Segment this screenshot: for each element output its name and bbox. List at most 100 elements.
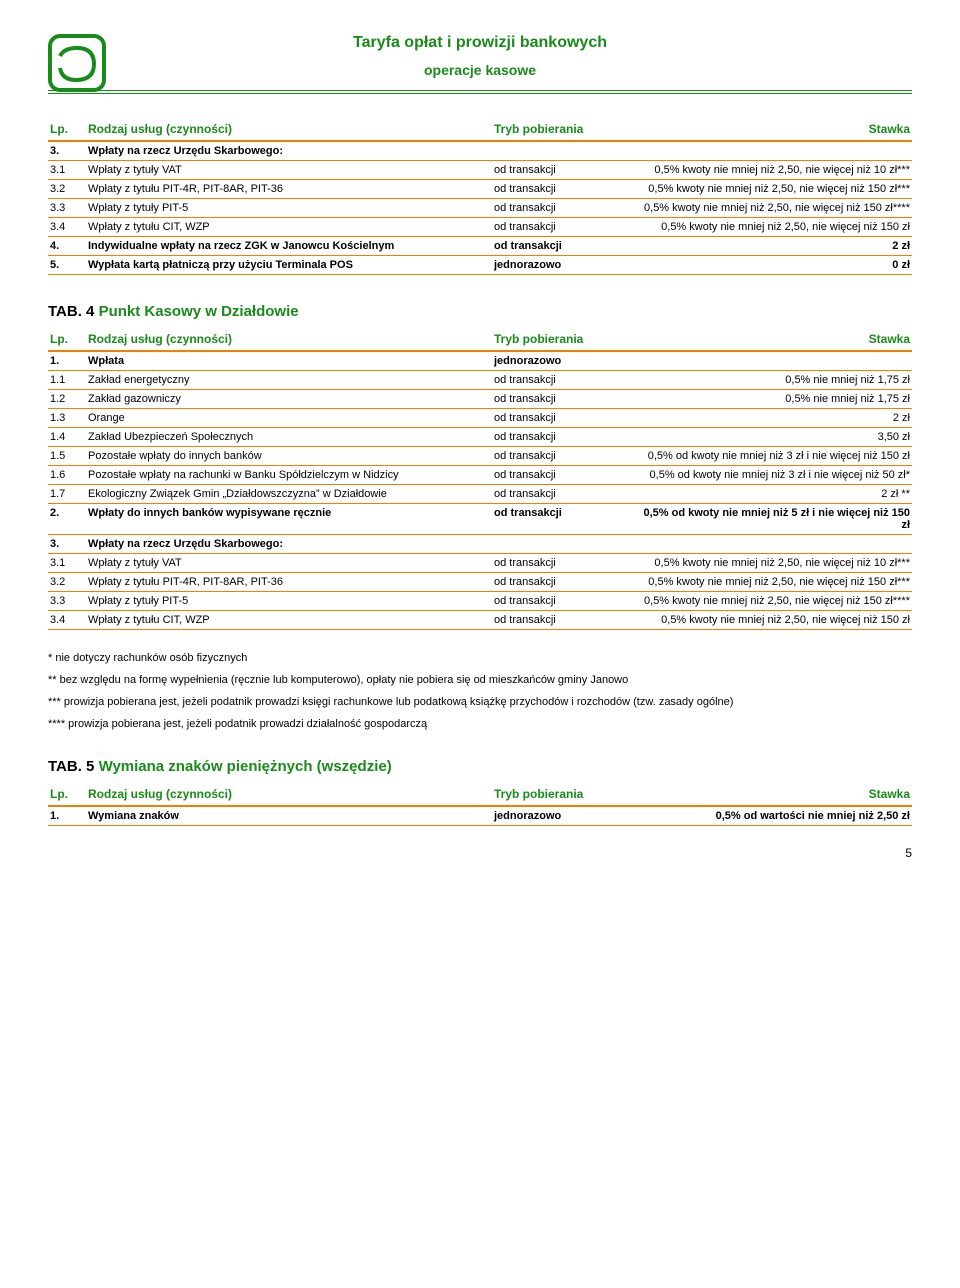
cell-tryb: od transakcji xyxy=(492,390,632,409)
cell-rodzaj: Wpłata xyxy=(86,351,492,371)
cell-lp: 1.3 xyxy=(48,409,86,428)
cell-lp: 2. xyxy=(48,504,86,535)
table-row: 3.4Wpłaty z tytułu CIT, WZPod transakcji… xyxy=(48,611,912,630)
cell-lp: 3.1 xyxy=(48,161,86,180)
cell-tryb: od transakcji xyxy=(492,485,632,504)
table-row: 1.4Zakład Ubezpieczeń Społecznychod tran… xyxy=(48,428,912,447)
table-row: 3.2Wpłaty z tytułu PIT-4R, PIT-8AR, PIT-… xyxy=(48,180,912,199)
cell-lp: 3.1 xyxy=(48,554,86,573)
cell-lp: 3.2 xyxy=(48,573,86,592)
cell-lp: 4. xyxy=(48,237,86,256)
cell-rodzaj: Wymiana znaków xyxy=(86,806,492,826)
cell-lp: 1.1 xyxy=(48,371,86,390)
fees-table-2: Lp. Rodzaj usług (czynności) Tryb pobier… xyxy=(48,328,912,630)
section-prefix: TAB. 5 xyxy=(48,758,99,775)
cell-rodzaj: Wpłaty na rzecz Urzędu Skarbowego: xyxy=(86,535,492,554)
cell-tryb: od transakcji xyxy=(492,199,632,218)
cell-stawka: 2 zł ** xyxy=(632,485,912,504)
cell-stawka: 2 zł xyxy=(632,409,912,428)
cell-rodzaj: Zakład gazowniczy xyxy=(86,390,492,409)
cell-tryb: jednorazowo xyxy=(492,806,632,826)
cell-rodzaj: Pozostałe wpłaty na rachunki w Banku Spó… xyxy=(86,466,492,485)
cell-stawka xyxy=(632,141,912,161)
cell-rodzaj: Wypłata kartą płatniczą przy użyciu Term… xyxy=(86,256,492,275)
cell-rodzaj: Wpłaty z tytuły VAT xyxy=(86,161,492,180)
cell-stawka: 0,5% kwoty nie mniej niż 2,50, nie więce… xyxy=(632,592,912,611)
cell-stawka: 0,5% kwoty nie mniej niż 2,50, nie więce… xyxy=(632,611,912,630)
cell-tryb: od transakcji xyxy=(492,573,632,592)
col-stawka: Stawka xyxy=(632,118,912,141)
document-subtitle: operacje kasowe xyxy=(48,62,912,78)
cell-tryb: od transakcji xyxy=(492,218,632,237)
cell-tryb xyxy=(492,141,632,161)
col-stawka: Stawka xyxy=(632,328,912,351)
cell-tryb: od transakcji xyxy=(492,611,632,630)
section-heading-tab4: TAB. 4 Punkt Kasowy w Działdowie xyxy=(48,303,912,320)
cell-rodzaj: Ekologiczny Związek Gmin „Działdowszczyz… xyxy=(86,485,492,504)
cell-stawka: 0,5% kwoty nie mniej niż 2,50, nie więce… xyxy=(632,180,912,199)
cell-stawka: 3,50 zł xyxy=(632,428,912,447)
cell-rodzaj: Wpłaty z tytuły PIT-5 xyxy=(86,592,492,611)
table-row: 1.3Orangeod transakcji2 zł xyxy=(48,409,912,428)
cell-rodzaj: Wpłaty z tytułu PIT-4R, PIT-8AR, PIT-36 xyxy=(86,573,492,592)
col-stawka: Stawka xyxy=(632,783,912,806)
cell-tryb: od transakcji xyxy=(492,237,632,256)
footnote: * nie dotyczy rachunków osób fizycznych xyxy=(48,652,912,664)
cell-tryb xyxy=(492,535,632,554)
cell-lp: 3.3 xyxy=(48,592,86,611)
cell-tryb: jednorazowo xyxy=(492,351,632,371)
cell-rodzaj: Wpłaty z tytułu PIT-4R, PIT-8AR, PIT-36 xyxy=(86,180,492,199)
table-row: 1.1Zakład energetycznyod transakcji0,5% … xyxy=(48,371,912,390)
table-row: 1.Wymiana znakówjednorazowo0,5% od warto… xyxy=(48,806,912,826)
col-rodzaj: Rodzaj usług (czynności) xyxy=(86,328,492,351)
table-header-row: Lp. Rodzaj usług (czynności) Tryb pobier… xyxy=(48,328,912,351)
section-prefix: TAB. 4 xyxy=(48,303,99,320)
cell-rodzaj: Pozostałe wpłaty do innych banków xyxy=(86,447,492,466)
cell-lp: 1.4 xyxy=(48,428,86,447)
cell-rodzaj: Wpłaty na rzecz Urzędu Skarbowego: xyxy=(86,141,492,161)
bank-logo xyxy=(48,34,106,92)
col-rodzaj: Rodzaj usług (czynności) xyxy=(86,118,492,141)
cell-stawka: 0,5% kwoty nie mniej niż 2,50, nie więce… xyxy=(632,573,912,592)
cell-lp: 1. xyxy=(48,351,86,371)
table-row: 4.Indywidualne wpłaty na rzecz ZGK w Jan… xyxy=(48,237,912,256)
table-row: 3.3Wpłaty z tytuły PIT-5od transakcji0,5… xyxy=(48,592,912,611)
table-row: 3.3Wpłaty z tytuły PIT-5od transakcji0,5… xyxy=(48,199,912,218)
table-row: 3.1Wpłaty z tytuły VATod transakcji0,5% … xyxy=(48,161,912,180)
col-tryb: Tryb pobierania xyxy=(492,118,632,141)
cell-rodzaj: Wpłaty z tytuły VAT xyxy=(86,554,492,573)
cell-lp: 3. xyxy=(48,141,86,161)
cell-rodzaj: Wpłaty z tytuły PIT-5 xyxy=(86,199,492,218)
cell-rodzaj: Wpłaty z tytułu CIT, WZP xyxy=(86,218,492,237)
cell-stawka xyxy=(632,535,912,554)
cell-stawka: 0,5% od kwoty nie mniej niż 3 zł i nie w… xyxy=(632,447,912,466)
table-row: 3.4Wpłaty z tytułu CIT, WZPod transakcji… xyxy=(48,218,912,237)
cell-tryb: od transakcji xyxy=(492,428,632,447)
cell-stawka: 0,5% od wartości nie mniej niż 2,50 zł xyxy=(632,806,912,826)
page-number: 5 xyxy=(48,846,912,860)
cell-rodzaj: Indywidualne wpłaty na rzecz ZGK w Janow… xyxy=(86,237,492,256)
table-row: 3.Wpłaty na rzecz Urzędu Skarbowego: xyxy=(48,141,912,161)
cell-stawka: 0,5% nie mniej niż 1,75 zł xyxy=(632,371,912,390)
table-row: 3.1Wpłaty z tytuły VATod transakcji0,5% … xyxy=(48,554,912,573)
fees-table-3: Lp. Rodzaj usług (czynności) Tryb pobier… xyxy=(48,783,912,826)
cell-rodzaj: Zakład Ubezpieczeń Społecznych xyxy=(86,428,492,447)
cell-rodzaj: Orange xyxy=(86,409,492,428)
col-lp: Lp. xyxy=(48,118,86,141)
cell-rodzaj: Wpłaty do innych banków wypisywane ręczn… xyxy=(86,504,492,535)
table-row: 5.Wypłata kartą płatniczą przy użyciu Te… xyxy=(48,256,912,275)
footnote: *** prowizja pobierana jest, jeżeli poda… xyxy=(48,696,912,708)
cell-stawka xyxy=(632,351,912,371)
table-row: 1.7Ekologiczny Związek Gmin „Działdowszc… xyxy=(48,485,912,504)
col-lp: Lp. xyxy=(48,783,86,806)
cell-stawka: 0,5% kwoty nie mniej niż 2,50, nie więce… xyxy=(632,161,912,180)
section-heading-tab5: TAB. 5 Wymiana znaków pieniężnych (wszęd… xyxy=(48,758,912,775)
cell-tryb: od transakcji xyxy=(492,161,632,180)
cell-tryb: jednorazowo xyxy=(492,256,632,275)
footnotes-block: * nie dotyczy rachunków osób fizycznych … xyxy=(48,652,912,730)
cell-tryb: od transakcji xyxy=(492,592,632,611)
cell-lp: 1.5 xyxy=(48,447,86,466)
cell-lp: 5. xyxy=(48,256,86,275)
cell-lp: 3. xyxy=(48,535,86,554)
cell-tryb: od transakcji xyxy=(492,466,632,485)
